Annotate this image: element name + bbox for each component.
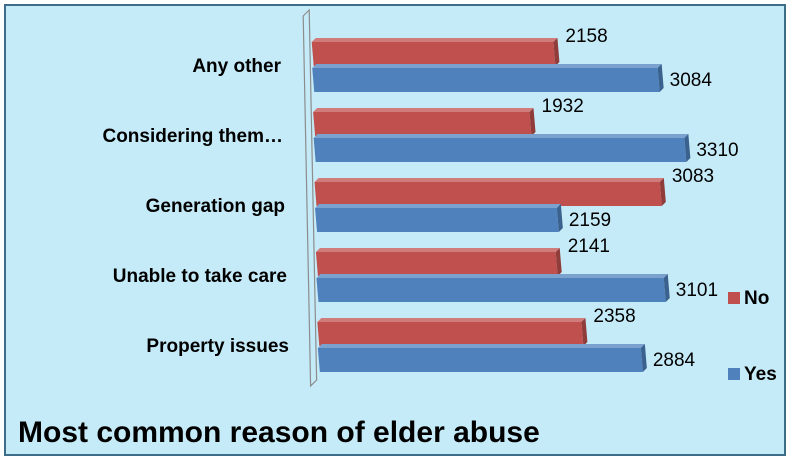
bar-top-yes-property-issues <box>317 344 645 348</box>
legend-swatch-no <box>728 292 740 304</box>
chart-frame: Any other Considering them… Generation gap… <box>4 4 786 456</box>
legend-label-no: No <box>744 288 769 309</box>
bar-no-considering-them <box>313 112 532 136</box>
value-label-yes-generation-gap: 2159 <box>569 210 611 231</box>
category-label-any-other: Any other <box>192 56 281 77</box>
value-label-yes-any-other: 3084 <box>670 70 713 91</box>
category-labels: Any other Considering them… Generation gap… <box>102 56 289 357</box>
legend-label-yes: Yes <box>744 364 777 385</box>
chart-canvas: Any other Considering them… Generation gap… <box>102 8 777 388</box>
bar-no-any-other <box>311 42 556 66</box>
bar-no-unable-to-take-care <box>315 252 558 276</box>
value-label-no-property-issues: 2358 <box>593 306 635 327</box>
legend-swatch-yes <box>728 368 740 380</box>
value-label-no-unable-to-take-care: 2141 <box>568 236 610 257</box>
bar-yes-unable-to-take-care <box>316 278 666 302</box>
bar-end-no-considering-them <box>529 108 536 136</box>
legend: No Yes <box>728 288 777 385</box>
bar-yes-property-issues <box>317 348 643 372</box>
category-label-generation-gap: Generation gap <box>146 196 285 217</box>
bar-no-generation-gap <box>314 182 662 206</box>
bar-top-yes-any-other <box>312 64 662 68</box>
value-label-yes-property-issues: 2884 <box>653 350 696 371</box>
axis-wall <box>302 8 318 388</box>
chart-title: Most common reason of elder abuse <box>18 416 540 449</box>
bar-end-yes-property-issues <box>640 344 647 372</box>
value-label-no-any-other: 2158 <box>565 26 607 47</box>
bar-yes-any-other <box>312 68 660 92</box>
value-label-yes-unable-to-take-care: 3101 <box>676 280 718 301</box>
bar-top-yes-unable-to-take-care <box>316 274 668 278</box>
bar-top-yes-generation-gap <box>315 204 561 208</box>
bar-no-property-issues <box>317 322 584 346</box>
value-labels: 2158 3084 1932 3310 3083 2159 2141 3101 2358 2884 <box>542 26 739 371</box>
bar-end-yes-any-other <box>657 64 664 92</box>
bar-end-no-unable-to-take-care <box>555 248 562 276</box>
bar-top-no-generation-gap <box>314 178 664 182</box>
bar-top-yes-considering-them <box>313 134 689 138</box>
bar-top-no-considering-them <box>313 108 534 112</box>
category-label-unable-to-take-care: Unable to take care <box>113 266 287 287</box>
axis-wall-frame <box>302 8 318 388</box>
bar-yes-considering-them <box>313 138 687 162</box>
bar-top-no-property-issues <box>317 318 586 322</box>
category-label-considering-them: Considering them… <box>102 126 283 147</box>
bars-group <box>311 38 691 372</box>
bar-end-yes-generation-gap <box>556 204 563 232</box>
bar-end-no-property-issues <box>581 318 588 346</box>
value-label-no-considering-them: 1932 <box>542 96 584 117</box>
bar-end-no-any-other <box>553 38 560 66</box>
bar-yes-generation-gap <box>315 208 559 232</box>
bar-end-yes-considering-them <box>684 134 691 162</box>
bar-top-no-unable-to-take-care <box>315 248 560 252</box>
value-label-no-generation-gap: 3083 <box>672 166 714 187</box>
bar-end-yes-unable-to-take-care <box>663 274 670 302</box>
bar-end-no-generation-gap <box>659 178 666 206</box>
bar-top-no-any-other <box>311 38 558 42</box>
value-label-yes-considering-them: 3310 <box>696 140 738 161</box>
category-label-property-issues: Property issues <box>146 336 289 357</box>
